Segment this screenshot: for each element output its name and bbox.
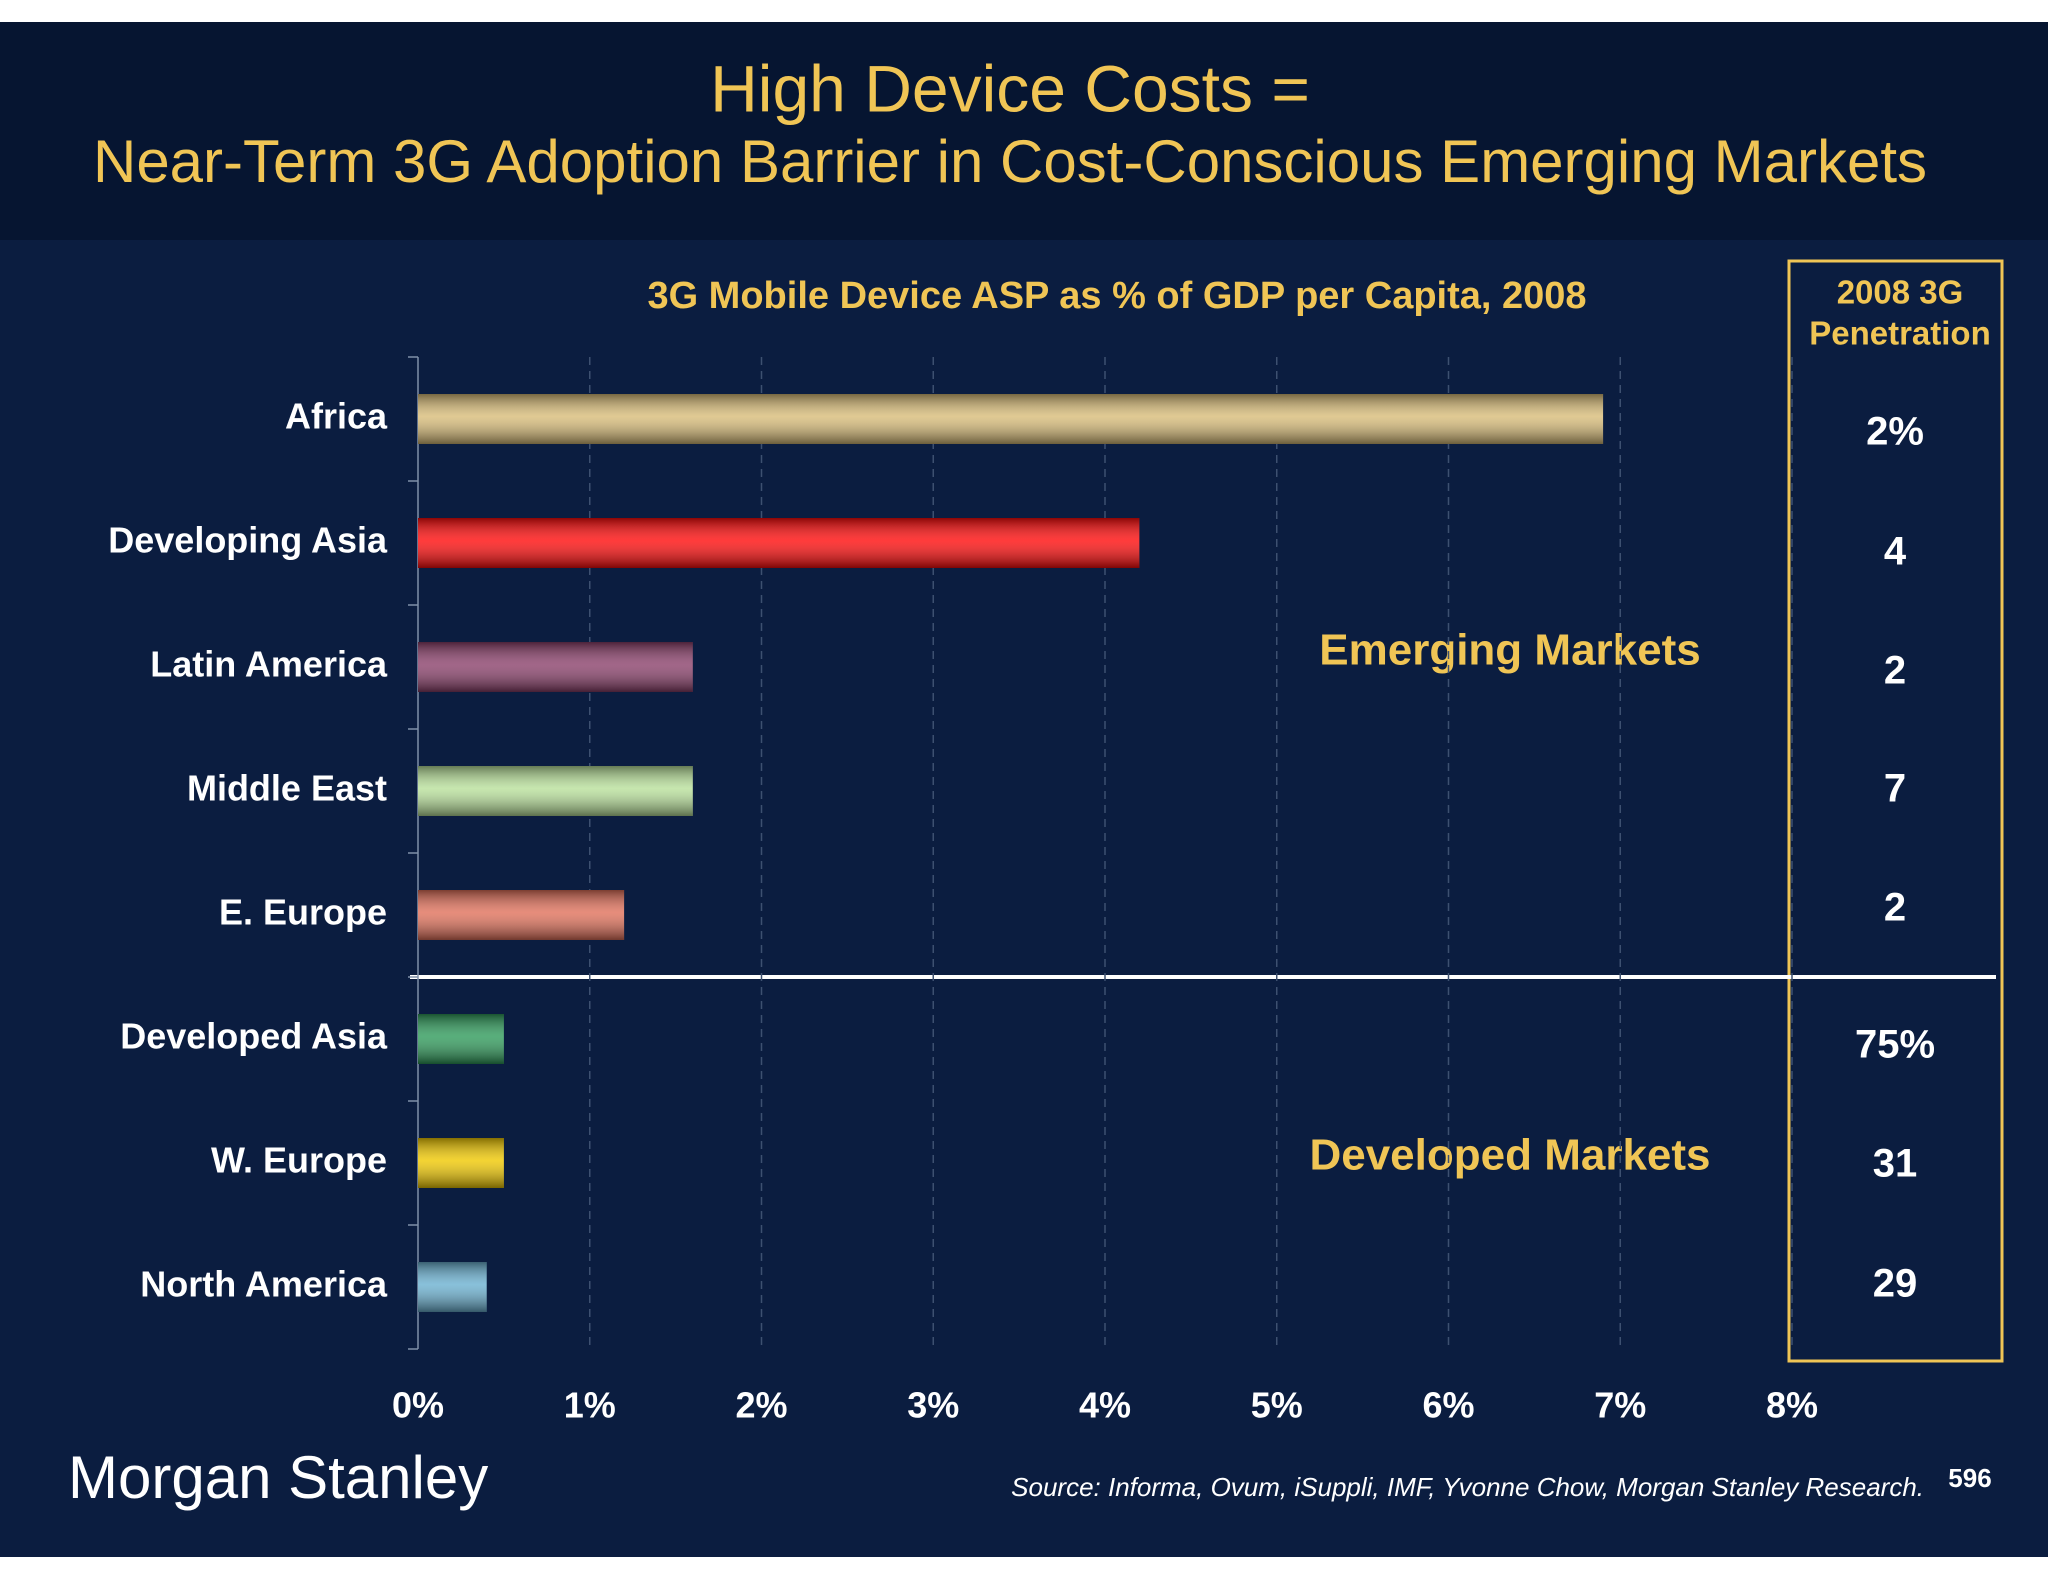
page-number: 596 bbox=[1948, 1463, 1991, 1493]
y-tick-label: Latin America bbox=[150, 644, 388, 685]
bar-shine bbox=[418, 766, 693, 816]
penetration-value: 75% bbox=[1855, 1023, 1935, 1067]
slide-subtitle: Near-Term 3G Adoption Barrier in Cost-Co… bbox=[93, 128, 1927, 195]
bar-shine bbox=[418, 642, 693, 692]
penetration-value: 2 bbox=[1884, 649, 1906, 693]
penetration-value: 4 bbox=[1884, 530, 1907, 574]
x-tick-label: 7% bbox=[1594, 1385, 1646, 1426]
y-tick-label: E. Europe bbox=[219, 892, 387, 933]
source: Source: Informa, Ovum, iSuppli, IMF, Yvo… bbox=[1011, 1472, 1924, 1502]
annotation: Developed Markets bbox=[1309, 1131, 1710, 1180]
x-tick-label: 3% bbox=[907, 1385, 959, 1426]
y-tick-label: Middle East bbox=[187, 768, 387, 809]
x-tick-label: 1% bbox=[564, 1385, 616, 1426]
x-tick-label: 4% bbox=[1079, 1385, 1131, 1426]
bar-shine bbox=[418, 890, 625, 940]
y-tick-label: Developed Asia bbox=[120, 1016, 388, 1057]
y-tick-label: W. Europe bbox=[211, 1140, 387, 1181]
bar-shine bbox=[418, 1262, 487, 1312]
y-tick-label: North America bbox=[140, 1264, 388, 1305]
header-band bbox=[0, 22, 2048, 242]
penetration-box bbox=[1787, 259, 2004, 1363]
penetration-header: 2008 3G bbox=[1837, 274, 1964, 311]
x-tick-label: 8% bbox=[1766, 1385, 1818, 1426]
x-tick-label: 2% bbox=[735, 1385, 787, 1426]
penetration-header: Penetration bbox=[1809, 315, 1991, 352]
penetration-value: 7 bbox=[1884, 767, 1906, 811]
penetration-value: 2% bbox=[1866, 410, 1924, 454]
bar-shine bbox=[418, 394, 1604, 444]
body-band bbox=[0, 240, 2048, 1557]
bar-shine bbox=[418, 1014, 504, 1064]
x-tick-label: 6% bbox=[1422, 1385, 1474, 1426]
x-tick-label: 5% bbox=[1251, 1385, 1303, 1426]
bar-shine bbox=[418, 518, 1140, 568]
bar-shine bbox=[418, 1138, 504, 1188]
penetration-value: 29 bbox=[1873, 1262, 1918, 1306]
x-tick-label: 0% bbox=[392, 1385, 444, 1426]
chart-title: 3G Mobile Device ASP as % of GDP per Cap… bbox=[647, 275, 1586, 317]
annotation: Emerging Markets bbox=[1319, 626, 1700, 675]
penetration-value: 2 bbox=[1884, 886, 1906, 930]
penetration-value: 31 bbox=[1873, 1142, 1918, 1186]
y-tick-label: Developing Asia bbox=[108, 520, 388, 561]
slide-title: High Device Costs = bbox=[710, 51, 1310, 125]
y-tick-label: Africa bbox=[285, 396, 388, 437]
logo: Morgan Stanley bbox=[68, 1444, 488, 1511]
